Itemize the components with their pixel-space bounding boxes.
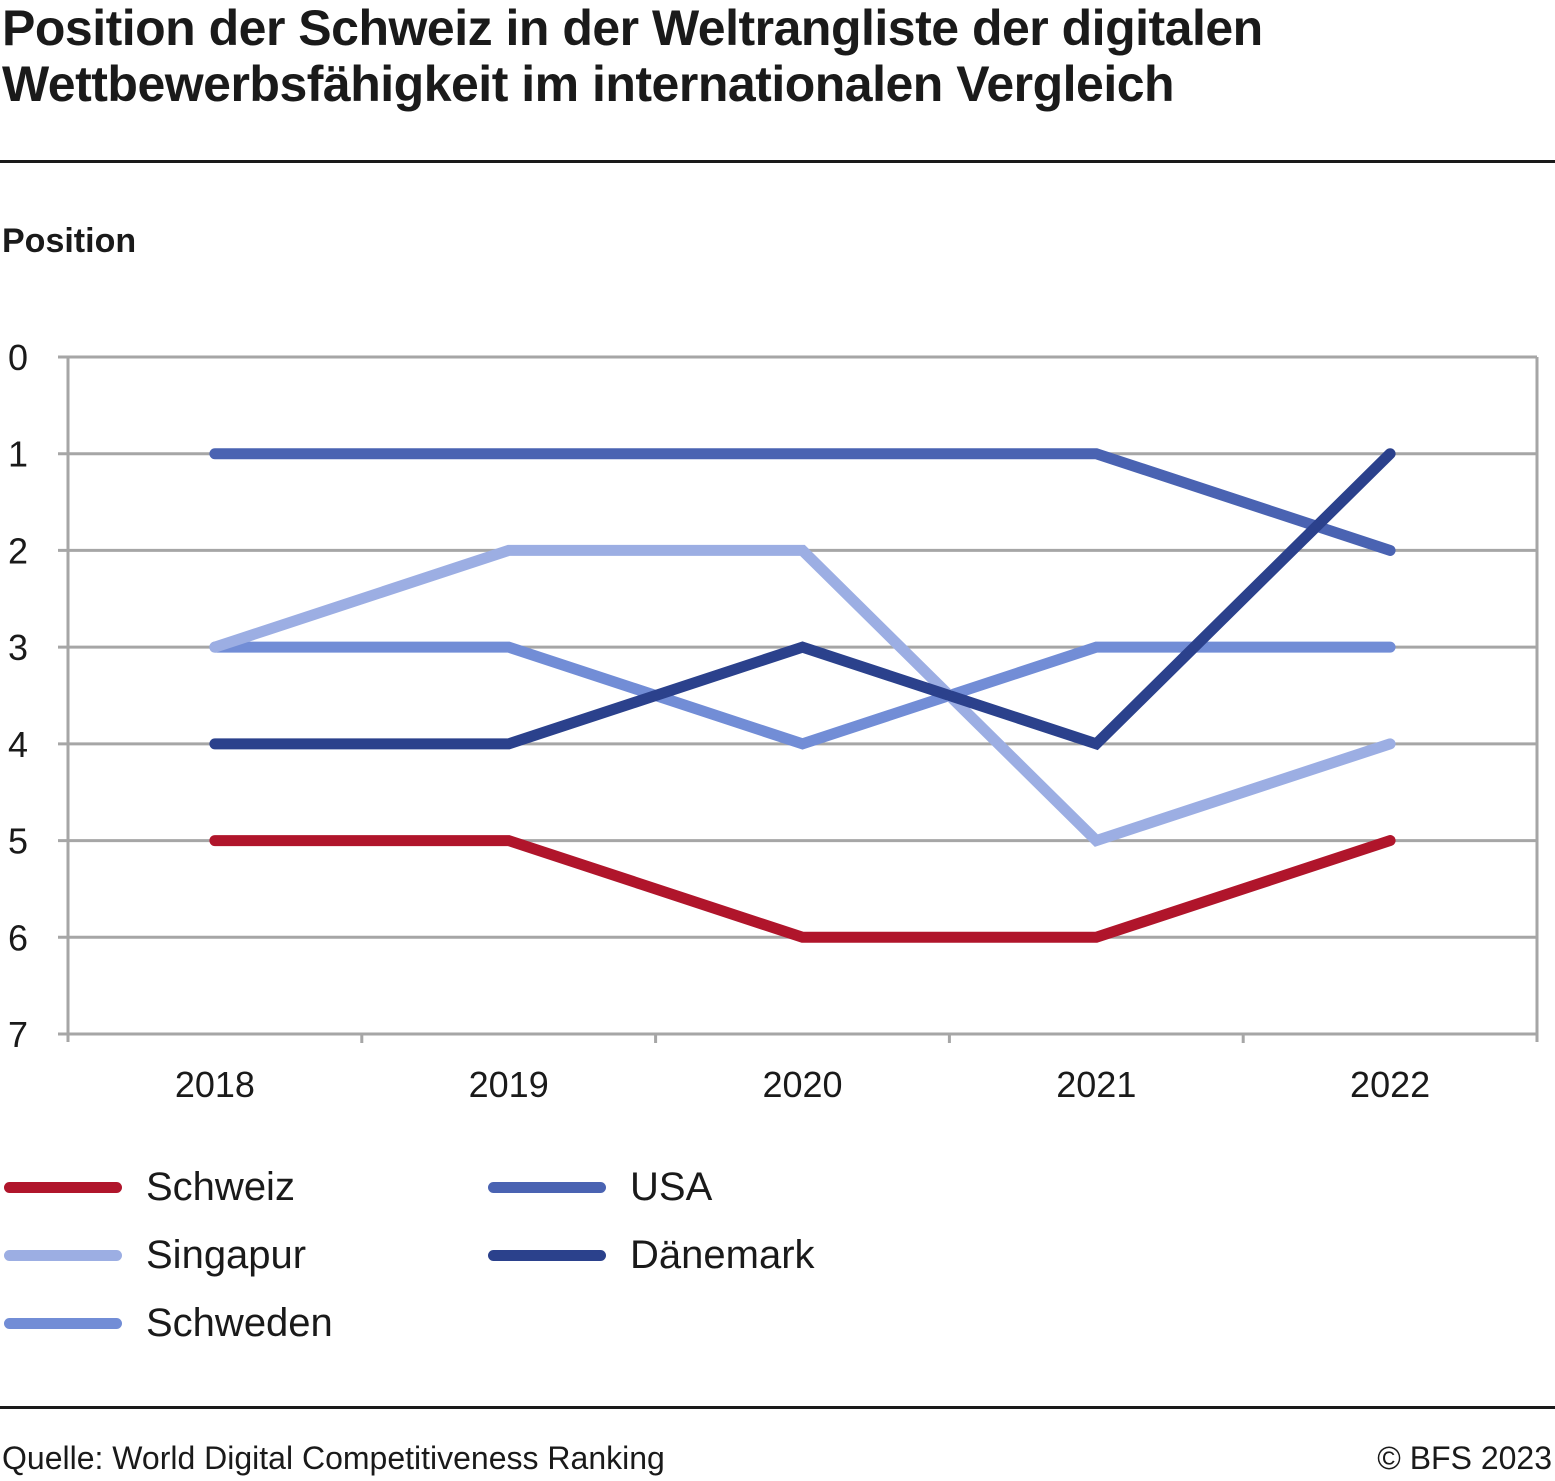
source-note: Quelle: World Digital Competitiveness Ra…: [2, 1440, 665, 1476]
y-tick-label: 2: [8, 530, 28, 571]
legend-swatch: [4, 1249, 122, 1261]
series-line-daenemark: [209, 448, 1396, 751]
x-tick-label: 2020: [762, 1064, 842, 1105]
legend: Schweiz Singapur Schweden USA Dänemark: [0, 1150, 1000, 1370]
y-axis-ticks: 0 1 2 3 4 5 6 7: [8, 337, 28, 1055]
y-axis-label: Position: [2, 222, 137, 260]
x-tick-label: 2019: [469, 1064, 549, 1105]
legend-item-daenemark: Dänemark: [484, 1230, 815, 1280]
footer-divider: [0, 1406, 1555, 1409]
y-tick-label: 1: [8, 434, 28, 475]
legend-label: Singapur: [146, 1232, 307, 1277]
legend-swatch: [488, 1181, 606, 1193]
legend-swatch: [488, 1249, 606, 1261]
legend-label: Dänemark: [630, 1232, 815, 1277]
series-line-singapur: [209, 544, 1396, 847]
y-tick-label: 4: [8, 724, 28, 765]
legend-item-singapur: Singapur: [0, 1230, 306, 1280]
series-line-schweden: [209, 641, 1396, 750]
series-line-schweiz: [209, 835, 1396, 943]
series-line-usa: [209, 448, 1396, 556]
x-axis-ticks: 2018 2019 2020 2021 2022: [175, 1034, 1430, 1105]
legend-item-usa: USA: [484, 1162, 712, 1212]
legend-label: USA: [630, 1164, 713, 1209]
legend-swatch: [4, 1181, 122, 1193]
title-divider: [0, 160, 1555, 163]
legend-item-schweden: Schweden: [0, 1298, 333, 1348]
y-tick-label: 3: [8, 627, 28, 668]
legend-item-schweiz: Schweiz: [0, 1162, 295, 1212]
legend-swatch: [4, 1317, 122, 1329]
y-tick-label: 0: [8, 337, 28, 378]
chart-title: Position der Schweiz in der Weltranglist…: [2, 0, 1263, 112]
y-tick-label: 7: [8, 1014, 28, 1055]
copyright-note: © BFS 2023: [1377, 1440, 1552, 1476]
legend-label: Schweden: [146, 1300, 333, 1345]
line-chart: 0 1 2 3 4 5 6 7 2018 2019 2020 2021 2022: [8, 337, 1539, 1105]
y-tick-label: 5: [8, 821, 28, 862]
x-tick-label: 2018: [175, 1064, 255, 1105]
y-tick-label: 6: [8, 917, 28, 958]
series-lines: [209, 448, 1396, 943]
x-tick-label: 2021: [1056, 1064, 1136, 1105]
legend-label: Schweiz: [146, 1164, 295, 1209]
x-tick-label: 2022: [1350, 1064, 1430, 1105]
